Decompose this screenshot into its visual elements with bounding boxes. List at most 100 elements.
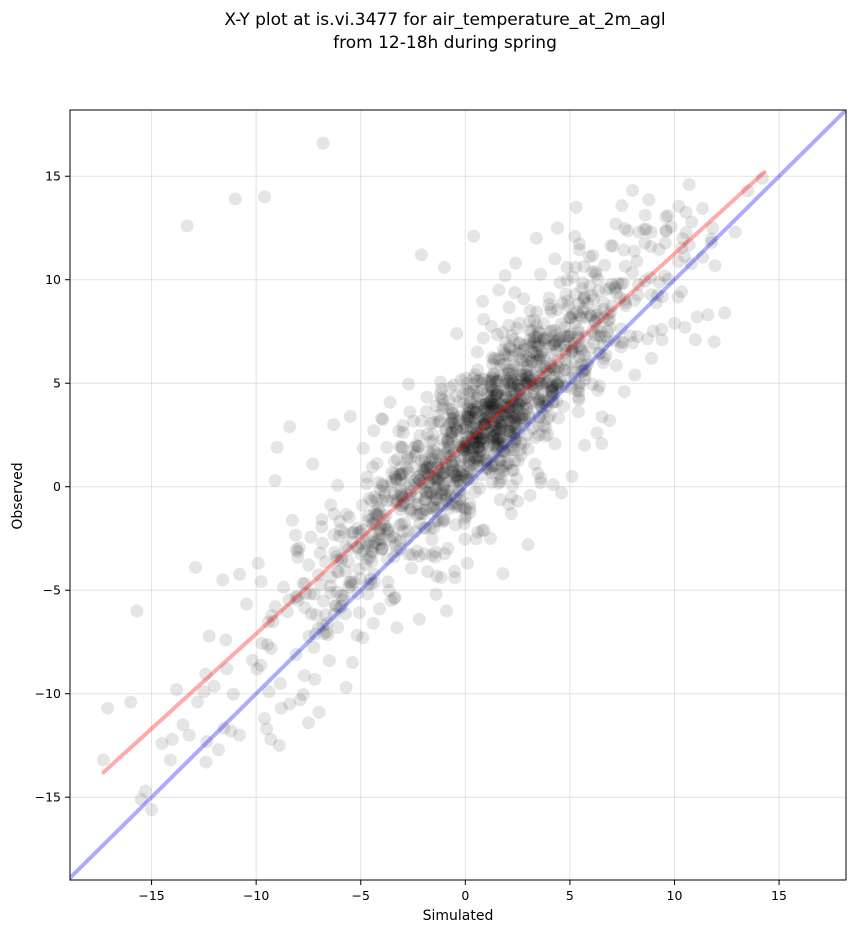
scatter-point xyxy=(361,539,375,553)
scatter-point xyxy=(435,483,449,497)
scatter-point xyxy=(554,317,568,331)
scatter-point xyxy=(619,299,633,313)
scatter-point xyxy=(486,429,500,443)
scatter-point xyxy=(480,457,494,471)
scatter-point xyxy=(685,215,699,229)
scatter-point xyxy=(494,415,508,429)
scatter-point xyxy=(419,461,433,475)
scatter-point xyxy=(674,285,688,299)
scatter-point xyxy=(324,570,338,584)
scatter-point xyxy=(469,426,483,440)
scatter-point xyxy=(523,333,537,347)
scatter-point xyxy=(468,451,482,465)
scatter-point xyxy=(459,509,473,523)
scatter-point xyxy=(626,336,640,350)
scatter-point xyxy=(578,363,592,377)
scatter-point xyxy=(419,486,433,500)
scatter-point xyxy=(567,336,581,350)
scatter-point xyxy=(469,405,483,419)
scatter-point xyxy=(439,492,453,506)
scatter-point xyxy=(520,377,534,391)
scatter-point xyxy=(418,453,432,467)
scatter-point xyxy=(427,521,441,535)
scatter-point xyxy=(532,397,546,411)
scatter-point xyxy=(476,427,490,441)
scatter-point xyxy=(501,444,515,458)
scatter-point xyxy=(418,492,432,506)
scatter-point xyxy=(521,370,535,384)
scatter-point xyxy=(312,568,326,582)
scatter-point xyxy=(495,389,509,403)
scatter-point xyxy=(410,544,424,558)
scatter-point xyxy=(446,425,460,439)
scatter-point xyxy=(560,330,574,344)
scatter-point xyxy=(490,388,504,402)
scatter-point xyxy=(558,363,572,377)
scatter-point xyxy=(440,494,454,508)
scatter-point xyxy=(512,387,526,401)
scatter-point xyxy=(396,490,410,504)
scatter-point xyxy=(492,467,506,481)
scatter-point xyxy=(458,470,472,484)
scatter-point xyxy=(505,398,519,412)
scatter-point xyxy=(589,267,603,281)
scatter-point xyxy=(338,526,352,540)
scatter-point xyxy=(393,467,407,481)
scatter-point xyxy=(741,184,755,198)
scatter-point xyxy=(517,342,531,356)
scatter-point xyxy=(532,393,546,407)
scatter-point xyxy=(542,291,556,305)
scatter-point xyxy=(575,344,589,358)
scatter-point xyxy=(512,403,526,417)
scatter-point xyxy=(520,401,534,415)
scatter-point xyxy=(597,302,611,316)
scatter-point xyxy=(345,526,359,540)
scatter-point xyxy=(501,377,515,391)
scatter-point xyxy=(502,401,516,415)
scatter-point xyxy=(404,485,418,499)
scatter-point xyxy=(480,402,494,416)
scatter-point xyxy=(507,418,521,432)
scatter-point xyxy=(500,411,514,425)
scatter-point xyxy=(568,372,582,386)
scatter-point xyxy=(403,477,417,491)
scatter-point xyxy=(240,597,254,611)
scatter-point xyxy=(392,489,406,503)
scatter-point xyxy=(705,236,719,250)
scatter-point xyxy=(601,324,615,338)
scatter-point xyxy=(463,496,477,510)
scatter-point xyxy=(537,331,551,345)
scatter-point xyxy=(488,437,502,451)
scatter-point xyxy=(581,354,595,368)
scatter-point xyxy=(501,401,515,415)
scatter-point xyxy=(467,421,481,435)
scatter-point xyxy=(516,354,530,368)
scatter-point xyxy=(495,471,509,485)
scatter-point xyxy=(586,248,600,262)
scatter-point xyxy=(456,421,470,435)
scatter-point xyxy=(426,427,440,441)
scatter-point xyxy=(630,254,644,268)
scatter-point xyxy=(315,512,329,526)
scatter-point xyxy=(464,420,478,434)
scatter-point xyxy=(708,259,722,273)
scatter-point xyxy=(441,435,455,449)
scatter-point xyxy=(457,517,471,531)
scatter-point xyxy=(446,464,460,478)
scatter-point xyxy=(380,552,394,566)
scatter-point xyxy=(616,276,630,290)
scatter-point xyxy=(508,286,522,300)
scatter-point xyxy=(540,399,554,413)
scatter-point xyxy=(572,339,586,353)
scatter-point xyxy=(383,395,397,409)
scatter-point xyxy=(682,238,696,252)
scatter-point xyxy=(596,356,610,370)
scatter-point xyxy=(496,414,510,428)
scatter-point xyxy=(489,406,503,420)
scatter-point xyxy=(495,444,509,458)
scatter-point xyxy=(638,236,652,250)
scatter-point xyxy=(499,407,513,421)
scatter-point xyxy=(452,493,466,507)
scatter-point xyxy=(425,447,439,461)
scatter-point xyxy=(352,562,366,576)
